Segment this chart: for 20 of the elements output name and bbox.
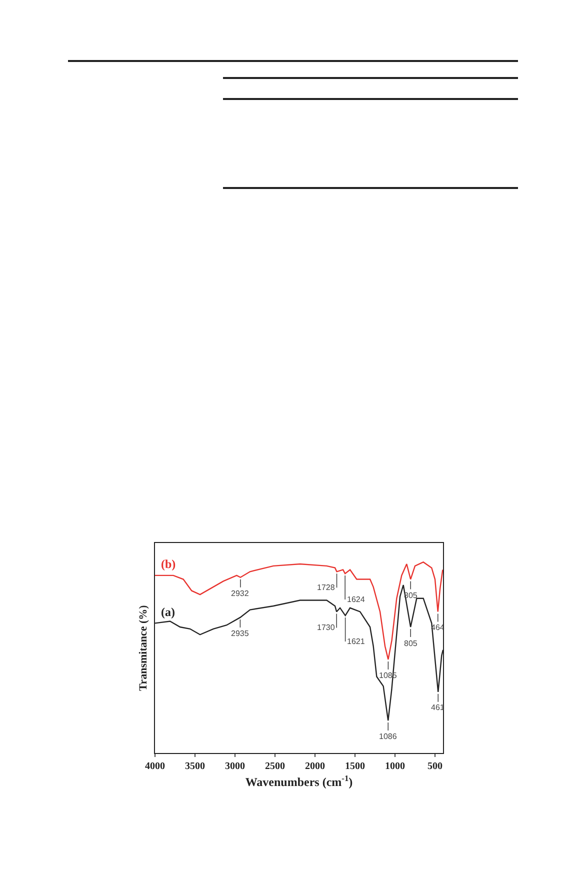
series-label: (a) (161, 605, 175, 619)
x-tick-label: 500 (428, 761, 442, 772)
annotation: 1086 (379, 732, 398, 741)
x-tick-label: 2500 (265, 761, 285, 772)
x-tick-label: 2000 (305, 761, 325, 772)
x-tick-label: 3500 (185, 761, 205, 772)
annotation: 1621 (347, 637, 366, 646)
series-label: (b) (161, 557, 176, 571)
y-axis-title: Transmitance (%) (138, 604, 150, 691)
annotation: 2935 (231, 629, 250, 638)
x-tick-label: 4000 (145, 761, 165, 772)
annotation: 2932 (231, 589, 250, 598)
x-axis-title: Wavenumbers (cm$^{-1}$) (245, 774, 353, 789)
annotation: 1730 (317, 623, 336, 632)
x-tick-label: 1500 (345, 761, 365, 772)
annotation: 1624 (347, 595, 366, 604)
x-tick-label: 3000 (225, 761, 245, 772)
annotation: 1728 (317, 583, 336, 592)
annotation: 805 (404, 639, 418, 648)
x-tick-label: 1000 (385, 761, 405, 772)
